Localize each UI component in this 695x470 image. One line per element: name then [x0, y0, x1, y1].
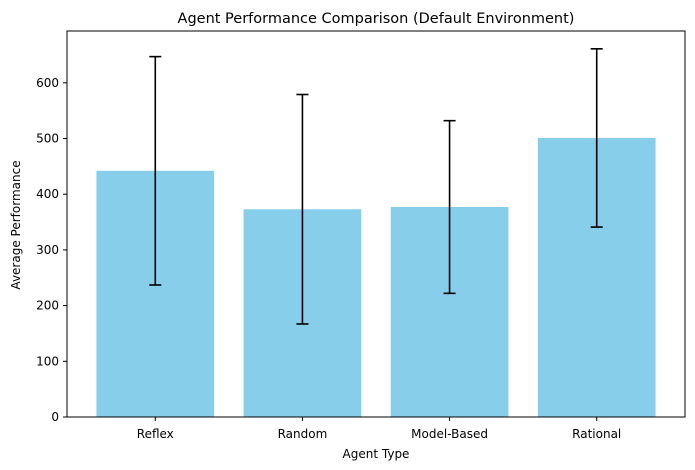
x-tick-label: Rational — [572, 427, 621, 441]
bars-group — [96, 137, 656, 417]
y-tick-label: 600 — [36, 76, 59, 90]
x-axis-ticks: Reflex Random Model-Based Rational — [137, 417, 621, 441]
errorbar-rational — [590, 48, 603, 228]
y-tick-label: 0 — [51, 410, 59, 424]
y-tick-label: 200 — [36, 299, 59, 313]
x-tick-label: Random — [278, 427, 328, 441]
y-tick-label: 500 — [36, 132, 59, 146]
y-tick-label: 300 — [36, 243, 59, 257]
chart-title: Agent Performance Comparison (Default En… — [178, 11, 575, 27]
x-tick-label: Model-Based — [411, 427, 488, 441]
errorbar-reflex — [149, 55, 162, 286]
y-axis-label: Average Performance — [9, 160, 23, 289]
plot-frame — [66, 30, 686, 418]
x-axis-label: Agent Type — [343, 447, 410, 461]
errorbar-model-based — [443, 119, 456, 295]
x-tick-label: Reflex — [137, 427, 174, 441]
errorbar-random — [296, 93, 309, 325]
y-axis-ticks: 0 100 200 300 400 500 600 — [36, 76, 67, 424]
y-tick-label: 100 — [36, 354, 59, 368]
errorbars-group — [149, 48, 603, 325]
y-tick-label: 400 — [36, 187, 59, 201]
